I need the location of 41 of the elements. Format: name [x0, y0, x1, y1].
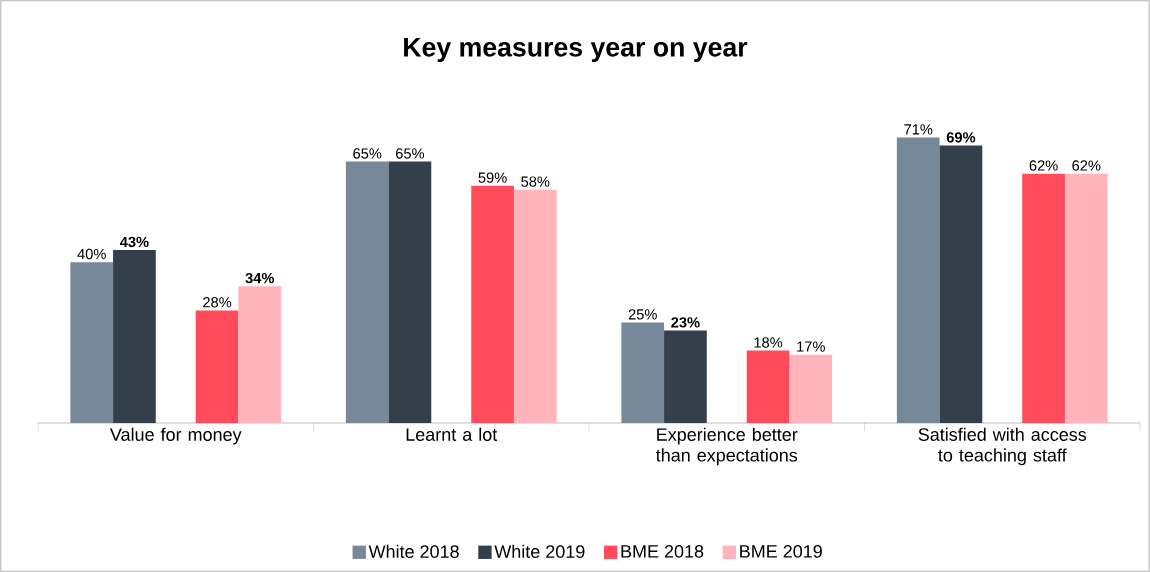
- data-label: 58%: [521, 176, 550, 187]
- data-label: 18%: [754, 337, 783, 348]
- bar: [1064, 173, 1108, 423]
- bar: [238, 286, 282, 423]
- data-label: 65%: [396, 148, 425, 159]
- bar: [789, 354, 833, 423]
- chart-title: Key measures year on year: [404, 38, 748, 62]
- data-label: 17%: [797, 341, 825, 352]
- data-label: 69%: [946, 132, 976, 143]
- data-label: 65%: [353, 148, 382, 159]
- bar: [621, 322, 665, 423]
- bar: [664, 330, 707, 423]
- legend-label: White 2019: [494, 544, 585, 558]
- data-label: 40%: [77, 248, 106, 260]
- bar: [195, 310, 239, 423]
- bar: [70, 262, 114, 423]
- data-label: 43%: [119, 236, 149, 248]
- data-label: 59%: [478, 172, 507, 183]
- legend-label: White 2018: [368, 544, 459, 558]
- data-label: 71%: [904, 124, 933, 135]
- bar: [1022, 173, 1065, 423]
- data-label: 62%: [1072, 160, 1101, 171]
- bar: [388, 161, 432, 423]
- bar: [513, 189, 557, 423]
- bar: [746, 350, 790, 423]
- data-label: 23%: [671, 317, 700, 328]
- x-tick-label: Experience better than expectations: [655, 427, 798, 466]
- legend-label: BME 2019: [740, 545, 822, 558]
- bar: [896, 137, 940, 423]
- legend-label: BME 2018: [621, 545, 704, 558]
- bar: [113, 250, 156, 423]
- x-tick-label: Learnt a lot: [406, 427, 498, 441]
- bar: [939, 145, 983, 423]
- bar: [345, 161, 389, 423]
- data-label: 28%: [203, 297, 232, 308]
- data-label: 62%: [1029, 160, 1058, 171]
- data-label: 25%: [628, 309, 657, 320]
- data-label: 34%: [245, 272, 275, 284]
- bar: [471, 185, 514, 423]
- x-tick-label: Satisfied with access to teaching staff: [918, 427, 1087, 466]
- x-tick-label: Value for money: [109, 427, 242, 445]
